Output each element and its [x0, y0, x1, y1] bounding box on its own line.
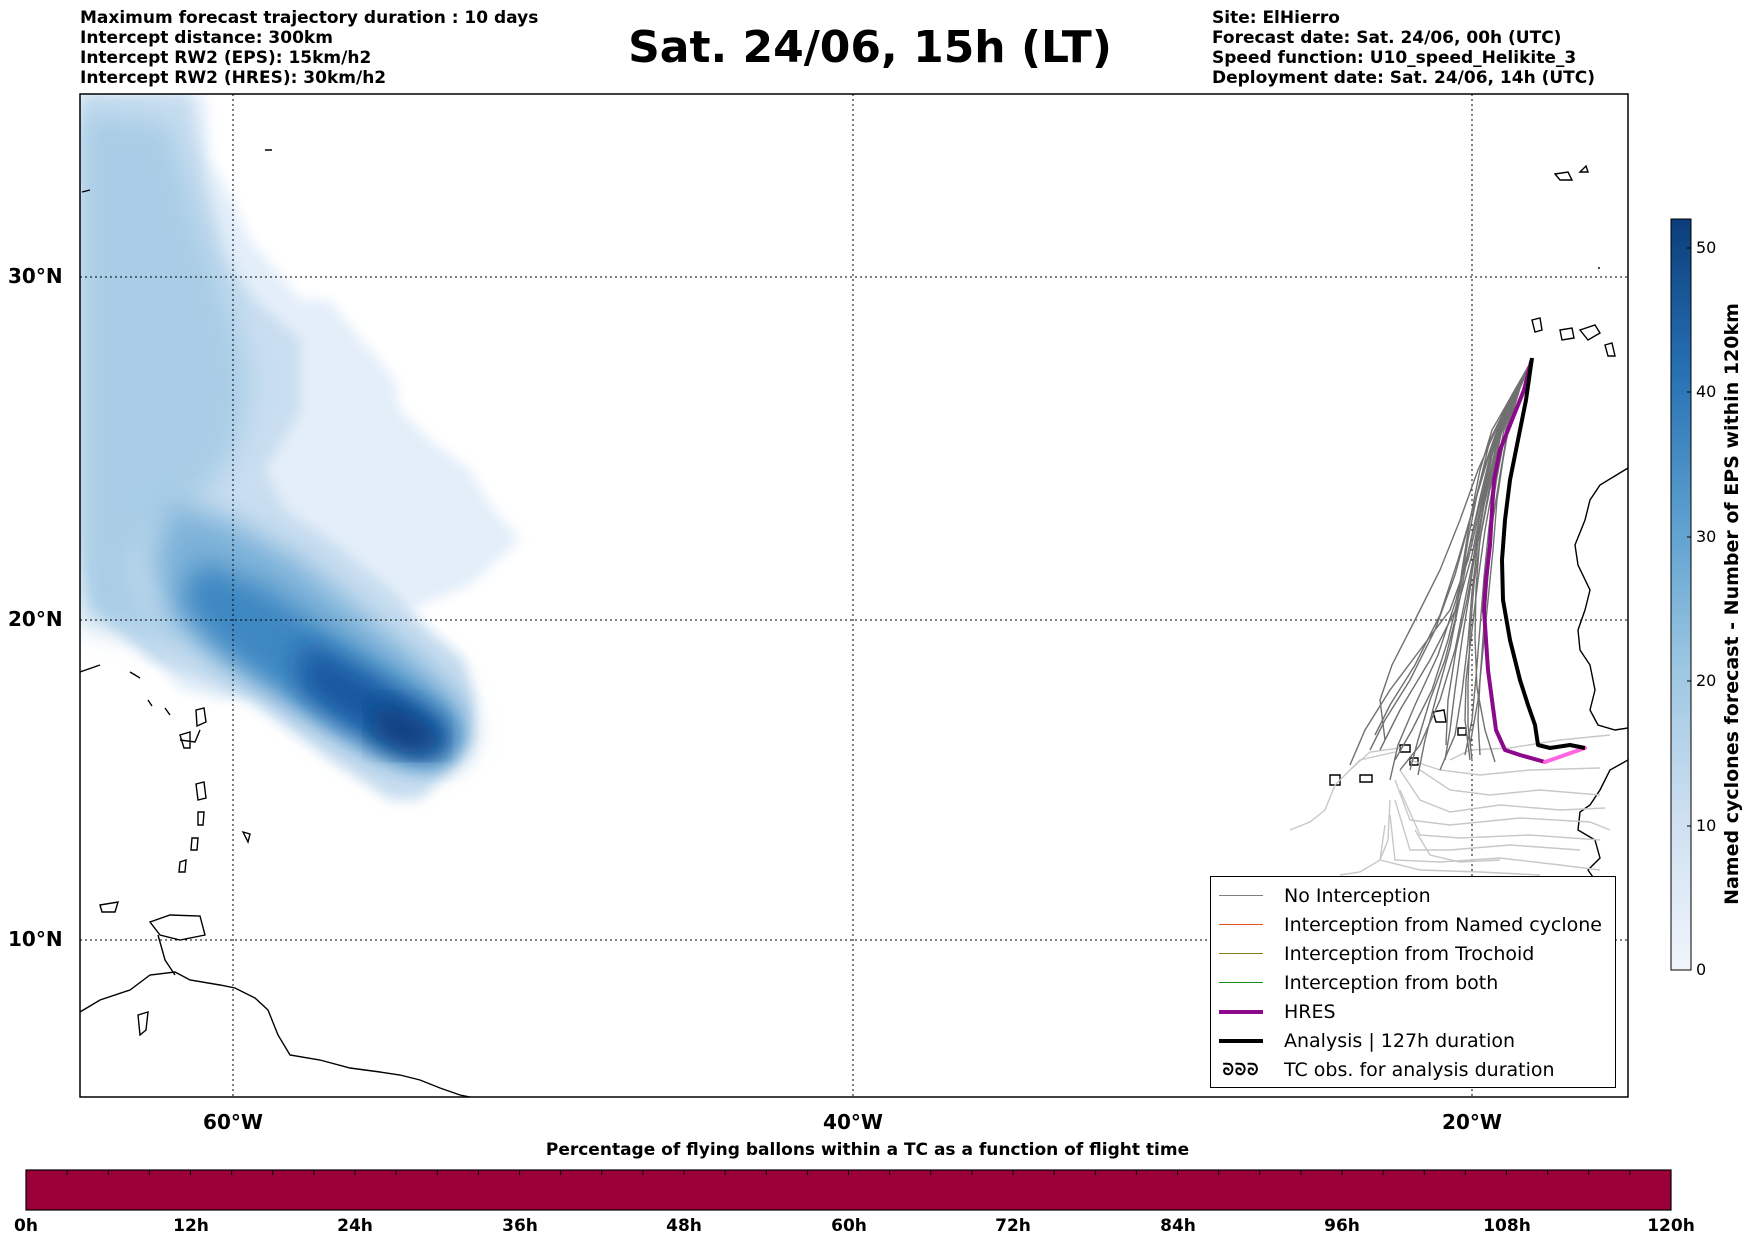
lat-label-30n: 30°N	[8, 264, 63, 288]
west-africa-coast	[1574, 467, 1628, 731]
trajectories-no-interception-late	[1289, 734, 1611, 876]
flight-bar-title: Percentage of flying ballons within a TC…	[545, 1140, 1190, 1160]
time-label: 108h	[1483, 1216, 1531, 1236]
trinidad	[148, 914, 206, 941]
legend-item-tc-obs: ᘐᘐᘐ TC obs. for analysis duration	[1211, 1055, 1615, 1084]
colorbar-tick: 0	[1696, 960, 1707, 979]
caribbean-island-2	[137, 1011, 149, 1037]
trajectories-no-interception	[1349, 357, 1534, 781]
legend-item-trochoid: Interception from Trochoid	[1211, 939, 1615, 968]
time-label: 84h	[1160, 1216, 1196, 1236]
param-intercept-eps: Intercept RW2 (EPS): 15km/h2	[80, 48, 372, 68]
param-speed-function: Speed function: U10_speed_Helikite_3	[1212, 48, 1577, 68]
cape-verde-5	[1359, 774, 1373, 783]
legend-label: Interception from Trochoid	[1284, 942, 1535, 965]
lesser-antilles-1	[195, 707, 207, 728]
time-label: 120h	[1647, 1216, 1695, 1236]
colorbar-tick: 20	[1696, 671, 1717, 690]
time-label: 0h	[14, 1216, 38, 1236]
colorbar-tick: 10	[1696, 816, 1717, 835]
param-duration: Maximum forecast trajectory duration : 1…	[80, 8, 539, 28]
small-island-a	[81, 149, 272, 193]
lesser-antilles-4	[197, 811, 205, 826]
time-label: 24h	[337, 1216, 373, 1236]
lesser-antilles-7	[241, 830, 251, 845]
param-intercept-distance: Intercept distance: 300km	[80, 28, 333, 48]
site-parameters: Site: ElHierro Forecast date: Sat. 24/06…	[1212, 8, 1595, 88]
density-level-3	[80, 110, 250, 650]
legend-label: Interception from Named cyclone	[1284, 913, 1602, 936]
colorbar-tick: 40	[1696, 382, 1717, 401]
time-label: 12h	[173, 1216, 209, 1236]
trajectory-hres	[1482, 360, 1587, 764]
density-level-7	[375, 700, 440, 752]
time-label: 60h	[831, 1216, 867, 1236]
run-parameters: Maximum forecast trajectory duration : 1…	[80, 8, 538, 88]
flight-time-bar	[25, 1169, 1672, 1211]
time-label: 72h	[995, 1216, 1031, 1236]
param-deployment-date: Deployment date: Sat. 24/06, 14h (UTC)	[1212, 68, 1596, 88]
trajectory-analysis	[1500, 357, 1586, 750]
lesser-antilles-6	[178, 859, 187, 873]
antigua-barbuda	[179, 729, 201, 743]
map-frame	[79, 93, 1629, 1098]
lesser-antilles-3	[195, 781, 207, 801]
leeward-islands	[80, 664, 171, 716]
param-forecast-date: Forecast date: Sat. 24/06, 00h (UTC)	[1212, 28, 1562, 48]
legend-item-no-interception: No Interception	[1211, 881, 1615, 910]
map-legend: No Interception Interception from Named …	[1210, 876, 1616, 1088]
cape-verde-2	[1457, 727, 1467, 736]
madeira	[1553, 164, 1589, 181]
caribbean-coast-fragment	[157, 934, 176, 976]
lesser-antilles-2	[179, 731, 191, 749]
tc-obs-symbol-icon: ᘐᘐᘐ	[1222, 1059, 1260, 1079]
west-africa-coast-south	[1577, 759, 1628, 881]
lon-label-60w: 60°W	[203, 1110, 263, 1134]
colorbar-tick: 30	[1696, 527, 1717, 546]
legend-label: No Interception	[1284, 884, 1431, 907]
lon-label-20w: 20°W	[1442, 1110, 1502, 1134]
map-title: Sat. 24/06, 15h (LT)	[628, 22, 1112, 73]
coastlines	[80, 149, 1628, 1097]
colorbar-title: Named cyclones forecast - Number of EPS …	[1721, 303, 1743, 905]
caribbean-island-1	[99, 901, 119, 913]
time-label: 48h	[666, 1216, 702, 1236]
cape-verde-4	[1329, 774, 1341, 786]
param-site: Site: ElHierro	[1212, 8, 1340, 28]
cyclone-density-field	[80, 94, 520, 800]
time-label: 36h	[502, 1216, 538, 1236]
lat-label-10n: 10°N	[8, 927, 63, 951]
time-label: 96h	[1324, 1216, 1360, 1236]
legend-label: Interception from both	[1284, 971, 1499, 994]
legend-item-named-cyclone: Interception from Named cyclone	[1211, 910, 1615, 939]
cape-verde-3	[1399, 744, 1411, 753]
legend-label: TC obs. for analysis duration	[1284, 1058, 1555, 1081]
cape-verde-1	[1432, 709, 1447, 723]
cape-verde-6	[1409, 757, 1419, 766]
legend-item-hres: HRES	[1211, 997, 1615, 1026]
legend-item-analysis: Analysis | 127h duration	[1211, 1026, 1615, 1055]
colorbar-tick: 50	[1696, 238, 1717, 257]
lat-label-20n: 20°N	[8, 607, 63, 631]
density-colorbar	[1670, 218, 1692, 971]
legend-label: HRES	[1284, 1000, 1336, 1023]
south-america-coast	[80, 971, 471, 1097]
legend-item-both: Interception from both	[1211, 968, 1615, 997]
param-intercept-hres: Intercept RW2 (HRES): 30km/h2	[80, 68, 387, 88]
lesser-antilles-5	[190, 837, 199, 851]
legend-label: Analysis | 127h duration	[1284, 1029, 1516, 1052]
lon-label-40w: 40°W	[823, 1110, 883, 1134]
canary-islands	[1531, 317, 1616, 357]
